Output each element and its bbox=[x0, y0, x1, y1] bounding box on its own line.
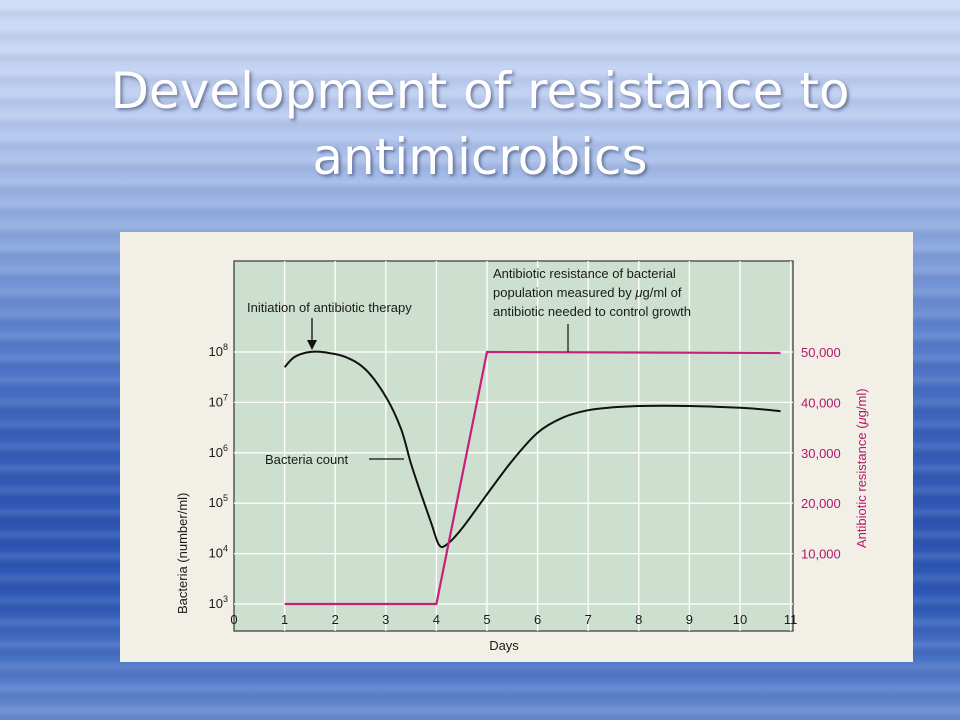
annotation-therapy-arrowhead bbox=[307, 340, 317, 350]
y-left-tick-label: 108 bbox=[209, 342, 228, 359]
y-right-axis-label: Antibiotic resistance (μg/ml) bbox=[854, 388, 869, 548]
x-axis-label: Days bbox=[489, 638, 519, 653]
series-bacteria-count-line bbox=[283, 350, 781, 549]
x-tick-label: 0 bbox=[230, 612, 237, 627]
slide-title: Development of resistance to antimicrobi… bbox=[0, 58, 960, 190]
y-left-tick-exponent: 4 bbox=[223, 544, 228, 554]
annotation-bacteria-count: Bacteria count bbox=[265, 452, 348, 467]
y-right-label-pre: Antibiotic resistance ( bbox=[854, 424, 869, 548]
y-right-tick-label: 40,000 bbox=[801, 395, 841, 410]
y-left-tick-exponent: 8 bbox=[223, 342, 228, 352]
annotation-resistance-line-2: population measured by μg/ml of bbox=[493, 285, 682, 300]
y-left-tick-base: 10 bbox=[209, 495, 223, 510]
y-right-tick-label: 20,000 bbox=[801, 496, 841, 511]
y-left-tick-base: 10 bbox=[209, 445, 223, 460]
annotation-resistance-line-3: antibiotic needed to control growth bbox=[493, 304, 691, 319]
x-tick-label: 6 bbox=[534, 612, 541, 627]
x-tick-label: 1 bbox=[281, 612, 288, 627]
y-right-tick-label: 30,000 bbox=[801, 446, 841, 461]
y-left-tick-base: 10 bbox=[209, 546, 223, 561]
y-left-tick-exponent: 3 bbox=[223, 594, 228, 604]
plot-area bbox=[233, 260, 794, 632]
y-left-tick-label: 103 bbox=[209, 594, 228, 611]
y-right-tick-label: 50,000 bbox=[801, 345, 841, 360]
y-left-axis-label: Bacteria (number/ml) bbox=[175, 493, 190, 614]
x-tick-label: 2 bbox=[332, 612, 339, 627]
x-tick-label: 7 bbox=[585, 612, 592, 627]
y-right-label-mu: μ bbox=[854, 417, 869, 425]
y-left-tick-exponent: 5 bbox=[223, 493, 228, 503]
y-left-tick-exponent: 6 bbox=[223, 443, 228, 453]
y-right-tick-label: 10,000 bbox=[801, 547, 841, 562]
series-antibiotic-resistance-line bbox=[284, 350, 781, 606]
x-tick-label: 3 bbox=[382, 612, 389, 627]
series bbox=[283, 350, 781, 606]
annotation-resistance-pre: population measured by bbox=[493, 285, 635, 300]
y-left-tick-exponent: 7 bbox=[223, 392, 228, 402]
annotation-therapy: Initiation of antibiotic therapy bbox=[247, 300, 412, 315]
annotation-resistance-line-1: Antibiotic resistance of bacterial bbox=[493, 266, 676, 281]
y-left-tick-label: 106 bbox=[209, 443, 228, 460]
chart-figure: 0 1 2 3 4 5 6 7 8 9 10 11 103 104 105 106 107 108 10,000 20… bbox=[120, 232, 913, 662]
y-left-tick-label: 107 bbox=[209, 392, 228, 409]
slide-title-line-1: Development of resistance to bbox=[110, 62, 850, 120]
tick-labels: 0 1 2 3 4 5 6 7 8 9 10 1110310410510610710810,00020… bbox=[209, 342, 841, 627]
y-left-tick-base: 10 bbox=[209, 344, 223, 359]
grid-lines bbox=[234, 261, 793, 631]
x-tick-label: 4 bbox=[433, 612, 440, 627]
annotation-resistance-post: g/ml of bbox=[643, 285, 682, 300]
y-left-tick-label: 104 bbox=[209, 544, 228, 561]
y-left-tick-base: 10 bbox=[209, 394, 223, 409]
x-tick-label: 9 bbox=[686, 612, 693, 627]
annotation-resistance-mu: μ bbox=[634, 285, 642, 300]
chart-svg: 0 1 2 3 4 5 6 7 8 9 10 1110310410510610710810,00020… bbox=[175, 260, 869, 653]
x-tick-label: 5 bbox=[483, 612, 490, 627]
y-left-tick-base: 10 bbox=[209, 596, 223, 611]
x-tick-label: 8 bbox=[635, 612, 642, 627]
y-right-label-post: g/ml) bbox=[854, 388, 869, 417]
slide-title-line-2: antimicrobics bbox=[312, 128, 648, 186]
y-left-tick-label: 105 bbox=[209, 493, 228, 510]
x-tick-label: 10 bbox=[733, 612, 747, 627]
x-tick-label: 11 bbox=[784, 612, 798, 627]
